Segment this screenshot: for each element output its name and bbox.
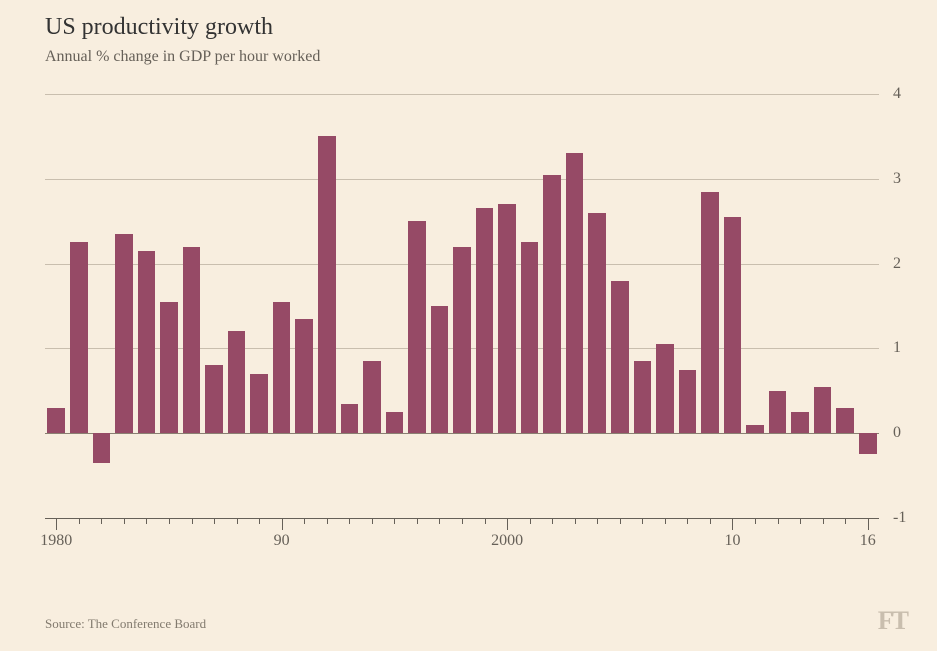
bar (115, 234, 133, 433)
bar (769, 391, 787, 433)
x-minor-tick (620, 518, 621, 524)
x-major-tick (507, 518, 508, 530)
bar (250, 374, 268, 433)
bar (836, 408, 854, 433)
bar (521, 242, 539, 433)
x-minor-tick (687, 518, 688, 524)
bar (363, 361, 381, 433)
bar (791, 412, 809, 433)
x-minor-tick (214, 518, 215, 524)
bar (611, 281, 629, 434)
x-minor-tick (304, 518, 305, 524)
gridline (45, 433, 879, 434)
gridline (45, 179, 879, 180)
bar (160, 302, 178, 433)
x-minor-tick (394, 518, 395, 524)
y-tick-label: 4 (893, 85, 901, 103)
bar (814, 387, 832, 434)
bar (859, 433, 877, 454)
x-minor-tick (101, 518, 102, 524)
bar (205, 365, 223, 433)
bar (70, 242, 88, 433)
bar (93, 433, 111, 463)
x-minor-tick (462, 518, 463, 524)
bar (724, 217, 742, 433)
x-minor-tick (597, 518, 598, 524)
x-major-tick (56, 518, 57, 530)
bar (701, 192, 719, 434)
x-minor-tick (665, 518, 666, 524)
x-minor-tick (439, 518, 440, 524)
x-minor-tick (485, 518, 486, 524)
x-minor-tick (800, 518, 801, 524)
x-major-tick (868, 518, 869, 530)
bar (318, 136, 336, 433)
x-minor-tick (417, 518, 418, 524)
bar (566, 153, 584, 433)
bar (138, 251, 156, 433)
bar (656, 344, 674, 433)
x-minor-tick (552, 518, 553, 524)
x-minor-tick (327, 518, 328, 524)
x-tick-label: 10 (724, 532, 740, 550)
y-tick-label: 0 (893, 424, 901, 442)
x-minor-tick (755, 518, 756, 524)
bar (543, 175, 561, 434)
bar (498, 204, 516, 433)
x-minor-tick (349, 518, 350, 524)
bar (228, 331, 246, 433)
x-minor-tick (124, 518, 125, 524)
bar (408, 221, 426, 433)
x-minor-tick (259, 518, 260, 524)
bar (679, 370, 697, 434)
chart-subtitle: Annual % change in GDP per hour worked (45, 48, 320, 66)
x-minor-tick (169, 518, 170, 524)
x-minor-tick (372, 518, 373, 524)
source-caption: Source: The Conference Board (45, 616, 206, 632)
x-minor-tick (146, 518, 147, 524)
y-tick-label: 2 (893, 255, 901, 273)
x-minor-tick (79, 518, 80, 524)
x-major-tick (282, 518, 283, 530)
bar (453, 247, 471, 434)
x-minor-tick (575, 518, 576, 524)
y-tick-label: 1 (893, 339, 901, 357)
x-tick-label: 1980 (40, 532, 72, 550)
bar (431, 306, 449, 433)
x-minor-tick (845, 518, 846, 524)
bar (273, 302, 291, 433)
chart-plot-area: -10123419809020001016 (45, 94, 879, 554)
chart-container: US productivity growth Annual % change i… (0, 0, 937, 651)
bar (476, 208, 494, 433)
bar (746, 425, 764, 433)
x-major-tick (732, 518, 733, 530)
x-minor-tick (642, 518, 643, 524)
x-minor-tick (710, 518, 711, 524)
bar (183, 247, 201, 434)
x-minor-tick (192, 518, 193, 524)
bar (47, 408, 65, 433)
y-tick-label: 3 (893, 170, 901, 188)
y-tick-label: -1 (893, 509, 906, 527)
x-tick-label: 2000 (491, 532, 523, 550)
bar (341, 404, 359, 434)
bar (386, 412, 404, 433)
x-minor-tick (237, 518, 238, 524)
gridline (45, 94, 879, 95)
x-minor-tick (778, 518, 779, 524)
x-minor-tick (530, 518, 531, 524)
x-tick-label: 16 (860, 532, 876, 550)
x-minor-tick (823, 518, 824, 524)
bar (295, 319, 313, 433)
bar (588, 213, 606, 433)
chart-title: US productivity growth (45, 14, 273, 41)
ft-brand-mark: FT (878, 606, 907, 636)
bar (634, 361, 652, 433)
x-tick-label: 90 (274, 532, 290, 550)
